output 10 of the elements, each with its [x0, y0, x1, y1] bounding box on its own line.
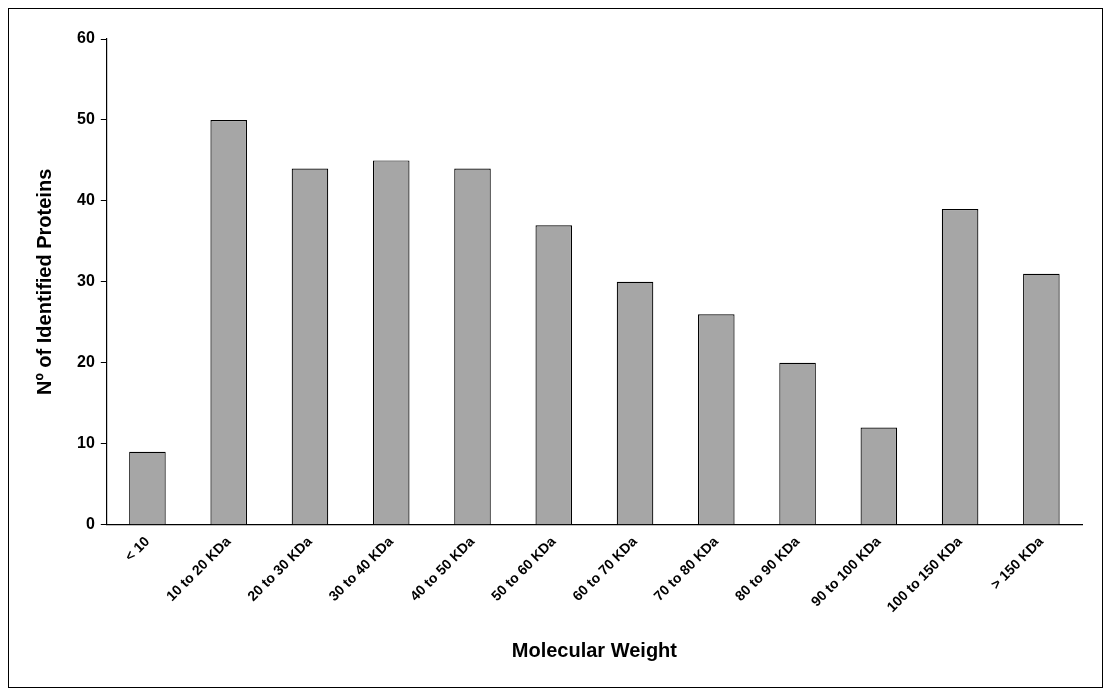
y-tick-label: 50	[77, 110, 95, 128]
x-axis-title: Molecular Weight	[511, 638, 678, 661]
y-tick-label: 20	[77, 353, 95, 371]
y-tick-label: 60	[77, 29, 95, 47]
y-tick-label: 0	[85, 515, 95, 533]
y-tick-label: 30	[77, 272, 95, 290]
y-axis-title: Nº of Identified Proteins	[32, 168, 55, 395]
y-tick-label: 40	[77, 191, 95, 209]
y-tick-label: 10	[77, 434, 95, 452]
x-tick-label: < 10	[121, 533, 153, 565]
